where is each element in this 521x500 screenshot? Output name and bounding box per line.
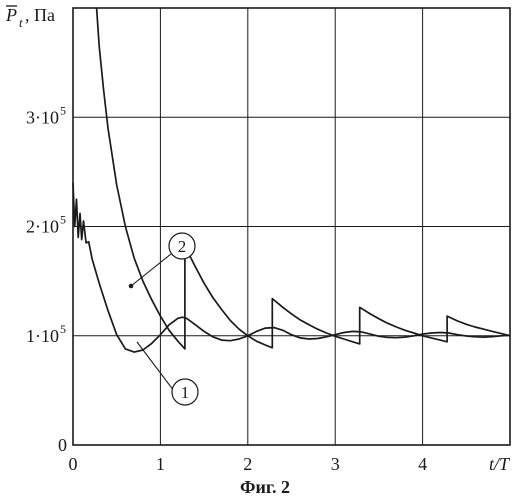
x-axis-label: t/T <box>489 454 511 474</box>
y-tick-label: 1·10 <box>26 326 59 346</box>
y-tick-label-exponent: 5 <box>60 213 66 227</box>
x-axis-ticks: 0 1 2 3 4 <box>69 454 428 474</box>
annotation-series-1-label: 1 <box>181 383 190 402</box>
y-tick-label-exponent: 5 <box>60 103 66 117</box>
x-tick-label: 0 <box>69 454 78 474</box>
y-axis-label: P t , Па <box>5 5 55 30</box>
grid <box>73 8 510 445</box>
annotation-series-1: 1 <box>137 342 198 405</box>
figure-caption: Фиг. 2 <box>240 477 290 497</box>
y-axis-label-symbol: P <box>5 5 17 25</box>
annotation-series-1-leader <box>137 342 174 391</box>
series-line-2 <box>97 8 510 349</box>
x-tick-label: 1 <box>156 454 165 474</box>
x-tick-label: 2 <box>243 454 252 474</box>
series-layer <box>73 8 510 352</box>
annotation-series-2-dot <box>129 284 134 289</box>
x-tick-label: 4 <box>418 454 427 474</box>
y-axis-ticks: 01·1052·1053·105 <box>26 103 67 455</box>
y-axis-label-subscript: t <box>19 15 23 30</box>
y-tick-label: 3·10 <box>26 107 59 127</box>
annotation-series-2-label: 2 <box>178 237 187 256</box>
y-tick-label-exponent: 5 <box>60 322 66 336</box>
y-axis-label-unit: , Па <box>25 5 55 25</box>
y-tick-label: 0 <box>58 435 67 455</box>
y-tick-label: 2·10 <box>26 217 59 237</box>
x-tick-label: 3 <box>331 454 340 474</box>
annotation-series-2-leader <box>131 254 171 286</box>
